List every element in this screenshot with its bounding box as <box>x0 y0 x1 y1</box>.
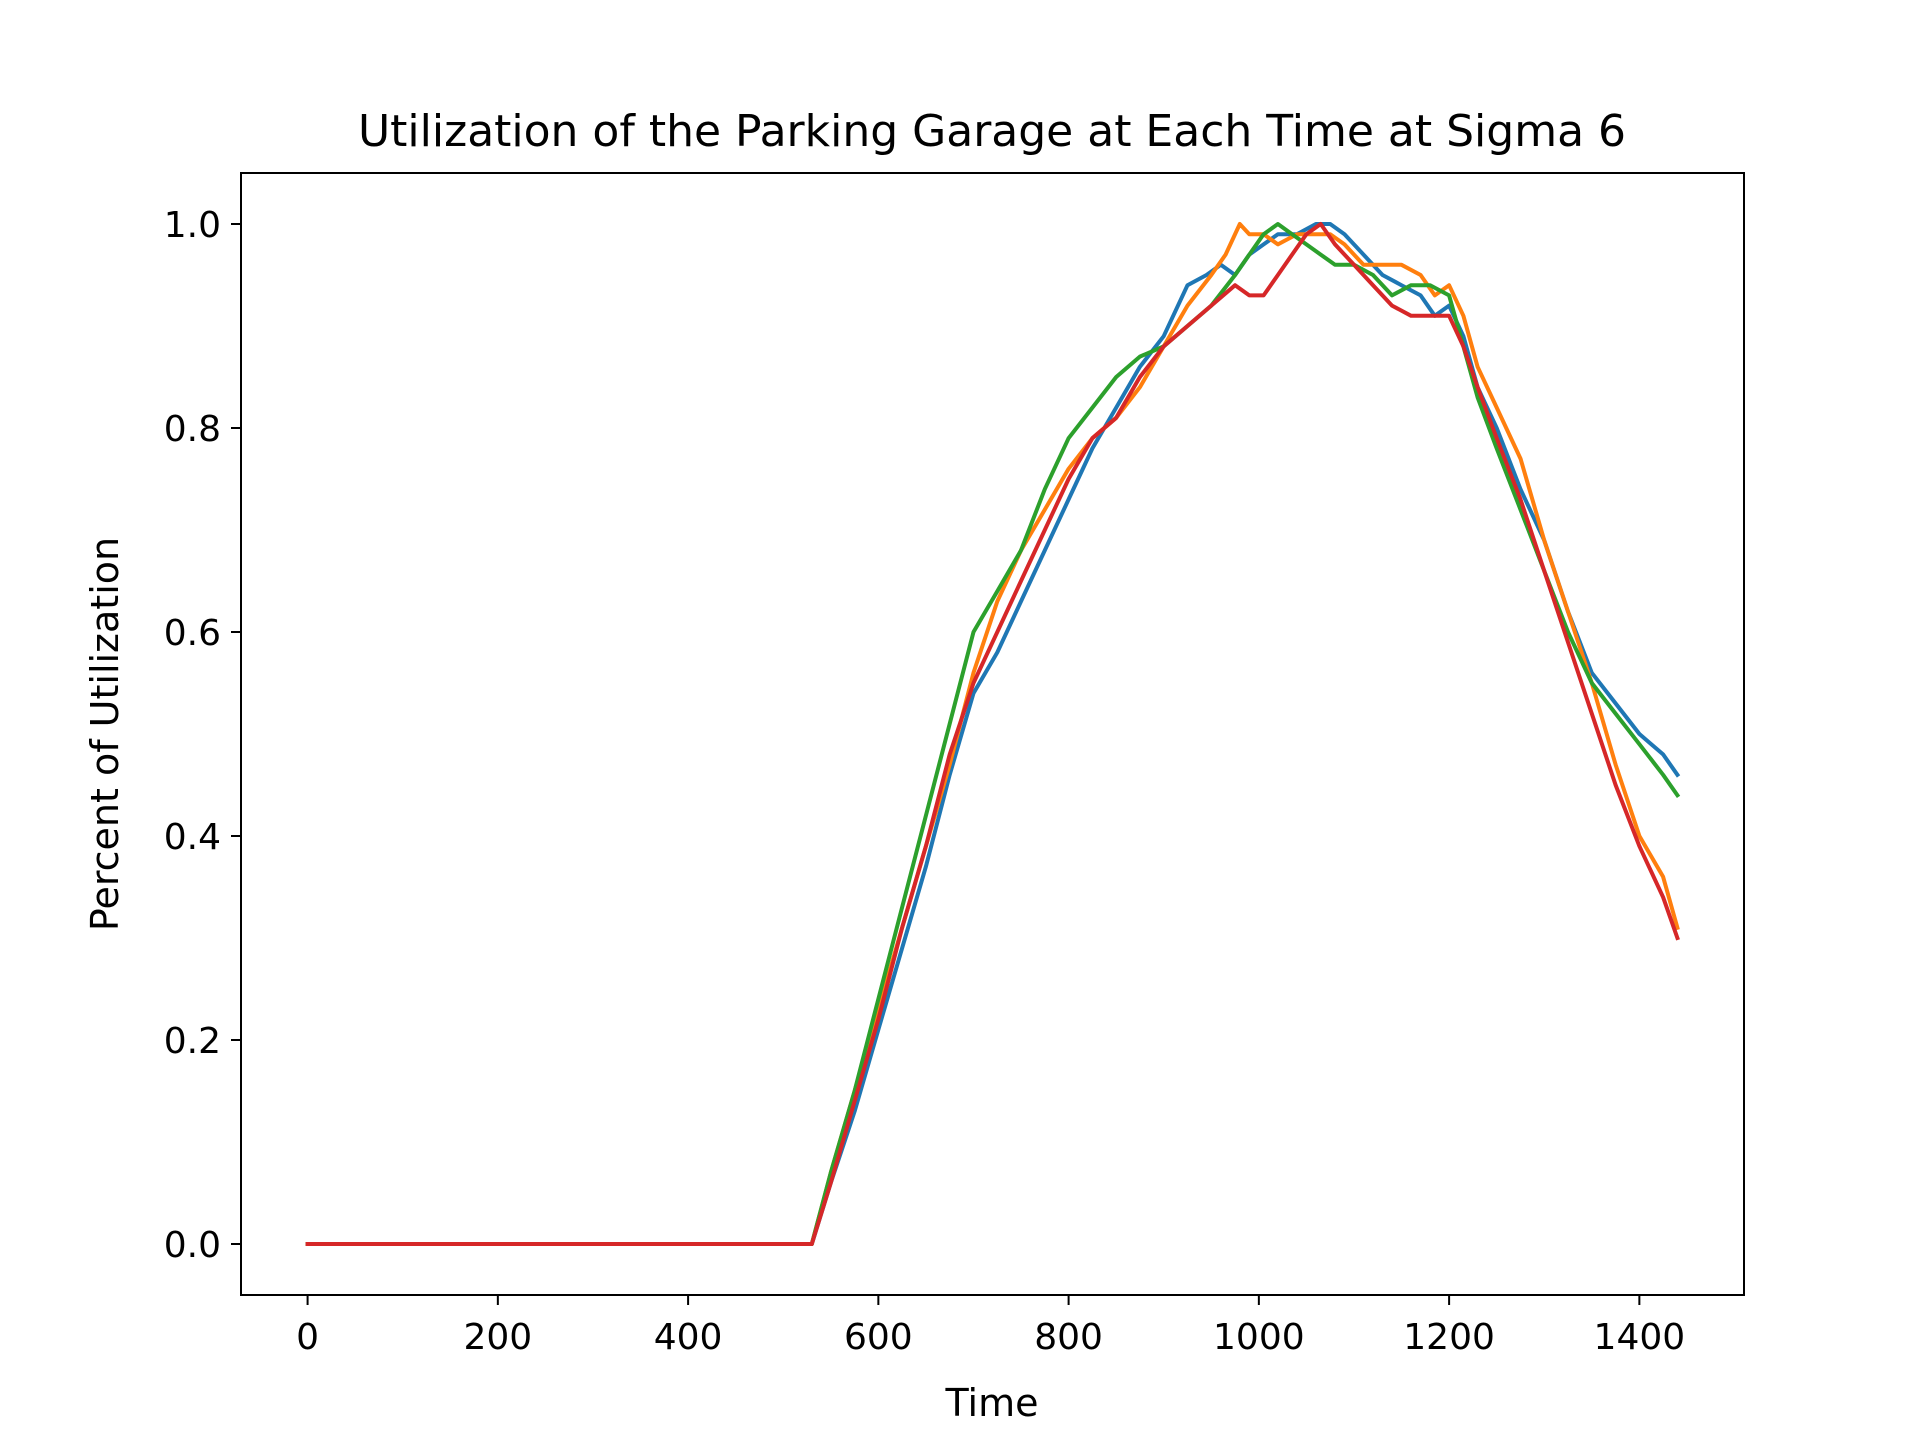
ticks-layer: 0 200 400 600 800 1000 1200 1400 0.0 0.2 0.4 0.6 0.8… <box>164 205 1685 1358</box>
x-tick-label: 1000 <box>1213 1317 1305 1358</box>
x-tick-label: 200 <box>463 1317 532 1358</box>
x-tick-label: 800 <box>1034 1317 1103 1358</box>
x-tick-label: 600 <box>844 1317 913 1358</box>
x-tick-label: 400 <box>654 1317 723 1358</box>
chart-title: Utilization of the Parking Garage at Eac… <box>358 106 1626 157</box>
y-tick-label: 0.4 <box>164 817 221 858</box>
y-axis-label: Percent of Utilization <box>83 537 127 931</box>
x-axis-label: Time <box>945 1381 1039 1425</box>
x-tick-label: 0 <box>296 1317 319 1358</box>
y-tick-label: 0.2 <box>164 1021 221 1062</box>
series-layer <box>305 222 1681 1246</box>
y-tick-label: 1.0 <box>164 205 221 246</box>
x-tick-label: 1400 <box>1594 1317 1686 1358</box>
series-line-1 <box>305 222 1681 1246</box>
plot-area-frame <box>240 172 1745 1296</box>
y-tick-label: 0.0 <box>164 1225 221 1266</box>
x-tick-label: 1200 <box>1403 1317 1495 1358</box>
y-tick-label: 0.6 <box>164 613 221 654</box>
series-line-3 <box>305 222 1681 1246</box>
y-tick-label: 0.8 <box>164 409 221 450</box>
series-line-4 <box>305 222 1680 1246</box>
